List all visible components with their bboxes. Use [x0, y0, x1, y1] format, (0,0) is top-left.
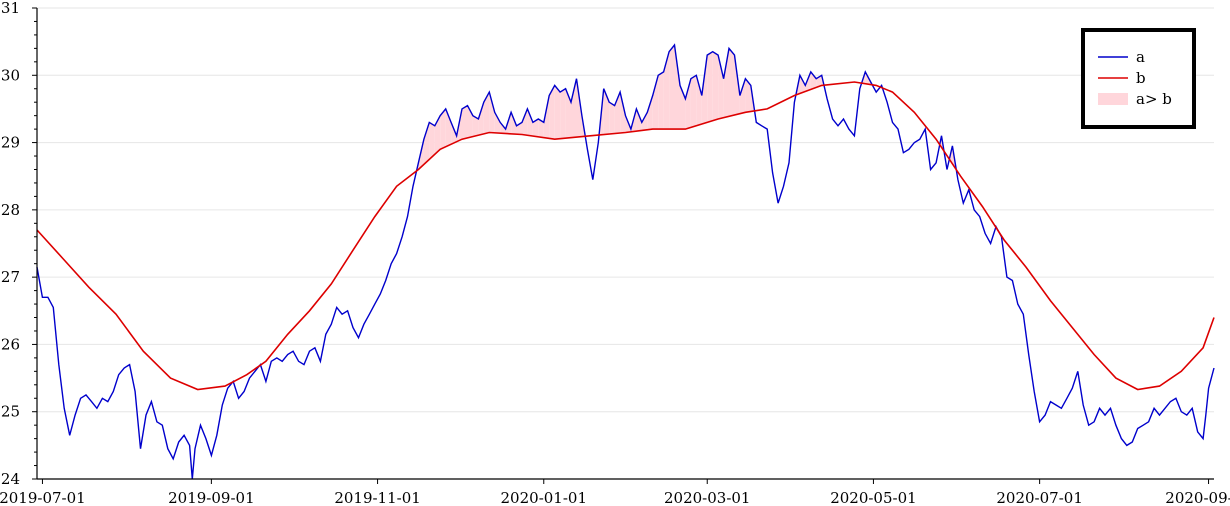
a-greater-b-fill: [232, 45, 999, 383]
fill-segment: [423, 122, 430, 165]
y-tick-label: 26: [1, 335, 20, 353]
y-tick-label: 25: [1, 403, 20, 421]
fill-segment: [718, 55, 724, 119]
fill-segment: [663, 51, 670, 130]
grid: [37, 7, 1214, 480]
fill-segment: [532, 119, 539, 137]
fill-segment: [609, 102, 615, 134]
fill-segment: [810, 71, 817, 90]
fill-segment: [690, 75, 697, 128]
fill-segment: [440, 108, 446, 150]
fill-segment: [712, 51, 719, 121]
fill-segment: [723, 48, 729, 118]
fill-segment: [739, 78, 746, 114]
x-tick-label: 2020-09-01: [1165, 489, 1230, 506]
fill-segment: [696, 75, 702, 126]
fill-segment: [472, 115, 479, 137]
fill-segment: [674, 45, 680, 130]
x-tick-label: 2020-05-01: [830, 489, 916, 506]
fill-segment: [669, 45, 675, 130]
fill-segment: [565, 88, 571, 139]
fill-segment: [522, 108, 528, 136]
fill-segment: [636, 108, 642, 132]
fill-segment: [799, 75, 806, 94]
fill-segment: [707, 51, 713, 123]
fill-segment: [745, 78, 751, 113]
fill-segment: [511, 112, 517, 135]
fill-segment: [658, 71, 664, 130]
fill-segment: [554, 85, 561, 140]
series-line-b: [36, 81, 1215, 391]
fill-segment: [451, 122, 457, 145]
x-tick-label: 2019-07-01: [0, 489, 86, 506]
y-tick-label: 27: [1, 268, 20, 286]
fill-segment: [462, 105, 468, 140]
fill-segment: [620, 92, 626, 133]
fill-segment: [647, 95, 653, 130]
fill-segment: [549, 85, 555, 140]
fill-segment: [701, 55, 708, 125]
x-tick-label: 2020-01-01: [501, 489, 587, 506]
legend-label-b: b: [1136, 69, 1146, 87]
fill-segment: [560, 88, 566, 139]
fill-segment: [445, 108, 452, 147]
legend-label-a: a: [1136, 48, 1145, 66]
x-tick-label: 2020-07-01: [996, 489, 1082, 506]
fill-segment: [434, 115, 441, 155]
series-line-a: [36, 43, 1215, 480]
fill-segment: [483, 92, 490, 134]
fill-segment: [685, 78, 691, 130]
x-tick-label: 2019-11-01: [334, 489, 420, 506]
fill-segment: [527, 108, 533, 137]
x-tick-label: 2020-03-01: [664, 489, 750, 506]
fill-segment: [494, 112, 501, 134]
fill-segment: [652, 75, 659, 130]
fill-segment: [576, 78, 582, 138]
legend-swatch-fill: [1098, 93, 1128, 105]
fill-segment: [571, 78, 577, 138]
fill-segment: [543, 95, 550, 139]
y-tick-label: 24: [1, 470, 20, 488]
fill-segment: [489, 92, 495, 133]
y-tick-label: 30: [1, 66, 20, 84]
y-tick-label: 28: [1, 201, 20, 219]
x-tick-label: 2019-09-01: [168, 489, 254, 506]
fill-segment: [538, 119, 544, 138]
fill-segment: [429, 122, 435, 160]
legend-label-fill: a> b: [1136, 90, 1172, 108]
fill-segment: [478, 102, 484, 136]
fill-segment: [729, 48, 735, 117]
legend: a b a> b: [1081, 28, 1196, 129]
fill-segment: [641, 112, 648, 131]
y-tick-label: 31: [1, 0, 20, 17]
y-tick-label: 29: [1, 134, 20, 152]
